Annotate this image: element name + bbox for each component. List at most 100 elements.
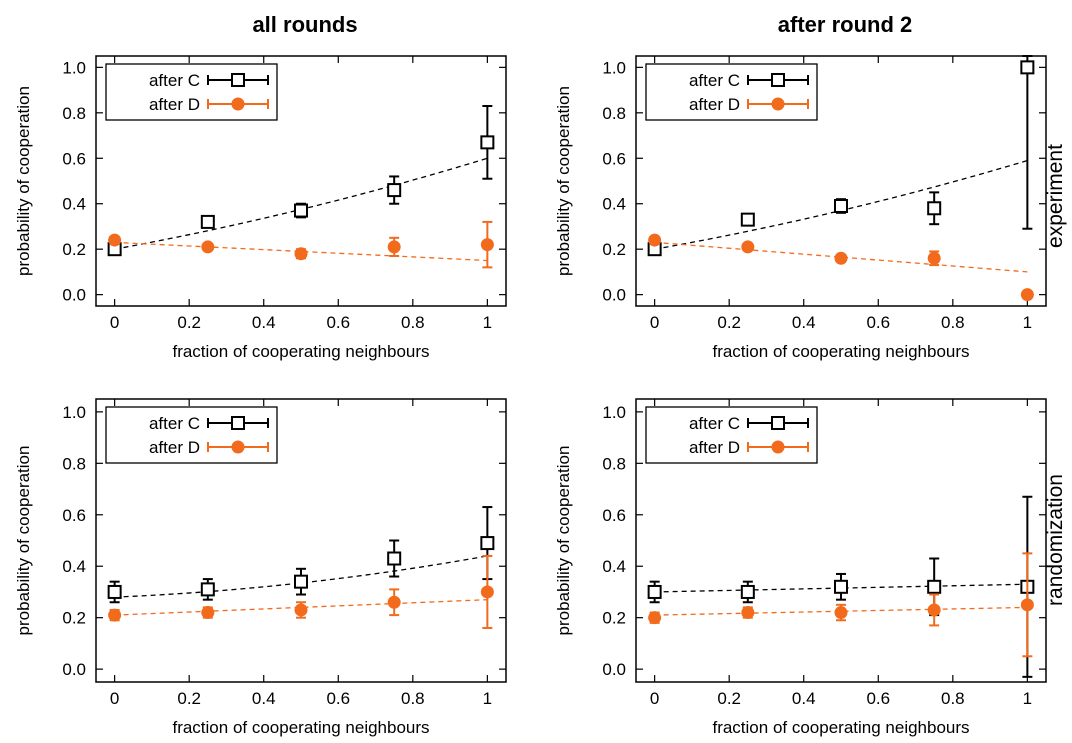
- y-axis-label: probability of cooperation: [554, 446, 573, 636]
- x-tick-label: 0: [110, 689, 119, 708]
- data-point-after-d: [387, 595, 401, 609]
- data-point-after-c: [480, 135, 495, 150]
- fit-line-1: [114, 599, 488, 616]
- y-tick-label: 0.2: [602, 240, 626, 259]
- data-point-after-c: [200, 582, 215, 597]
- axes-frame: [635, 398, 1047, 683]
- y-tick-label: 0.8: [62, 104, 86, 123]
- x-tick-label: 1: [483, 313, 492, 332]
- legend-box: [645, 406, 818, 464]
- column-title-all-rounds: all rounds: [252, 12, 357, 37]
- x-tick-label: 0.4: [792, 313, 816, 332]
- data-point-after-d: [927, 251, 941, 265]
- data-point-after-d: [108, 233, 122, 247]
- axes-frame: [635, 55, 1047, 307]
- row-label-randomization: randomization: [1044, 474, 1067, 606]
- x-tick-label: 0.2: [177, 689, 201, 708]
- y-tick-label: 0.6: [62, 506, 86, 525]
- legend-label: after C: [149, 71, 200, 90]
- axes-frame: [95, 398, 507, 683]
- legend-marker-after-d: [231, 97, 245, 111]
- data-point-after-d: [201, 606, 215, 620]
- legend-box: [105, 63, 278, 121]
- legend-label: after D: [149, 95, 200, 114]
- y-tick-label: 1.0: [62, 58, 86, 77]
- y-tick-label: 0.8: [602, 104, 626, 123]
- y-tick-label: 0.8: [602, 454, 626, 473]
- legend-label: after D: [149, 438, 200, 457]
- x-tick-label: 0.2: [177, 313, 201, 332]
- legend-label: after C: [689, 414, 740, 433]
- fit-line-1: [654, 606, 1028, 616]
- data-point-after-d: [648, 233, 662, 247]
- x-tick-label: 0: [650, 689, 659, 708]
- x-tick-label: 0: [110, 313, 119, 332]
- data-point-after-c: [834, 199, 848, 213]
- data-point-after-c: [387, 551, 402, 566]
- data-point-after-c: [834, 579, 848, 594]
- y-tick-label: 0.8: [62, 454, 86, 473]
- y-tick-label: 0.6: [602, 149, 626, 168]
- y-axis-label: probability of cooperation: [554, 86, 573, 276]
- data-point-after-d: [294, 247, 308, 261]
- x-tick-label: 1: [1023, 689, 1032, 708]
- x-tick-label: 0.8: [941, 313, 965, 332]
- x-tick-label: 0.8: [401, 313, 425, 332]
- data-point-after-c: [740, 584, 755, 599]
- legend-marker-after-c: [231, 416, 245, 430]
- column-title-after-round-2: after round 2: [778, 12, 912, 37]
- y-tick-label: 1.0: [602, 403, 626, 422]
- fit-line-1: [114, 241, 488, 262]
- x-tick-label: 0.6: [866, 689, 890, 708]
- legend-marker-after-d: [771, 440, 785, 454]
- y-tick-label: 0.4: [602, 557, 626, 576]
- y-axis-label: probability of cooperation: [14, 86, 33, 276]
- x-tick-label: 0.6: [326, 313, 350, 332]
- x-axis-label: fraction of cooperating neighbours: [172, 342, 429, 361]
- legend-label: after C: [689, 71, 740, 90]
- data-point-after-d: [480, 585, 494, 599]
- panel-1: 0 0.2 0.4 0.6 0.8 1 0.0 0.2 0.4 0.6 0.8 1.0 fraction…: [554, 55, 1047, 361]
- legend-label: after D: [689, 438, 740, 457]
- data-point-after-d: [1020, 598, 1034, 612]
- data-point-after-c: [1020, 60, 1035, 75]
- data-point-after-d: [927, 603, 941, 617]
- y-tick-label: 0.0: [602, 286, 626, 305]
- data-point-after-d: [387, 240, 401, 254]
- row-label-experiment: experiment: [1044, 144, 1067, 248]
- data-point-after-d: [201, 240, 215, 254]
- data-point-after-d: [834, 251, 848, 265]
- data-point-after-d: [648, 611, 662, 625]
- data-point-after-d: [108, 608, 122, 622]
- fit-line-0: [654, 583, 1028, 593]
- y-tick-label: 1.0: [62, 403, 86, 422]
- y-tick-label: 0.4: [62, 195, 86, 214]
- x-axis-label: fraction of cooperating neighbours: [712, 342, 969, 361]
- legend-marker-after-c: [771, 73, 785, 87]
- legend-marker-after-d: [771, 97, 785, 111]
- y-tick-label: 0.6: [602, 506, 626, 525]
- y-axis-label: probability of cooperation: [14, 446, 33, 636]
- y-tick-label: 1.0: [602, 58, 626, 77]
- x-tick-label: 0.8: [401, 689, 425, 708]
- data-point-after-c: [107, 584, 122, 599]
- x-axis-label: fraction of cooperating neighbours: [172, 718, 429, 737]
- y-tick-label: 0.0: [62, 660, 86, 679]
- x-tick-label: 0.6: [866, 313, 890, 332]
- legend-label: after D: [689, 95, 740, 114]
- x-tick-label: 0.4: [792, 689, 816, 708]
- y-tick-label: 0.0: [62, 286, 86, 305]
- y-tick-label: 0.2: [62, 609, 86, 628]
- legend-box: [105, 406, 278, 464]
- panel-2: 0 0.2 0.4 0.6 0.8 1 0.0 0.2 0.4 0.6 0.8 1.0 fraction…: [14, 398, 507, 737]
- legend-marker-after-c: [771, 416, 785, 430]
- x-tick-label: 0.2: [717, 689, 741, 708]
- data-point-after-c: [927, 201, 942, 216]
- y-tick-label: 0.4: [602, 195, 626, 214]
- fit-line-0: [114, 555, 488, 598]
- data-point-after-c: [927, 579, 942, 594]
- x-tick-label: 1: [483, 689, 492, 708]
- y-tick-label: 0.2: [62, 240, 86, 259]
- legend-marker-after-d: [231, 440, 245, 454]
